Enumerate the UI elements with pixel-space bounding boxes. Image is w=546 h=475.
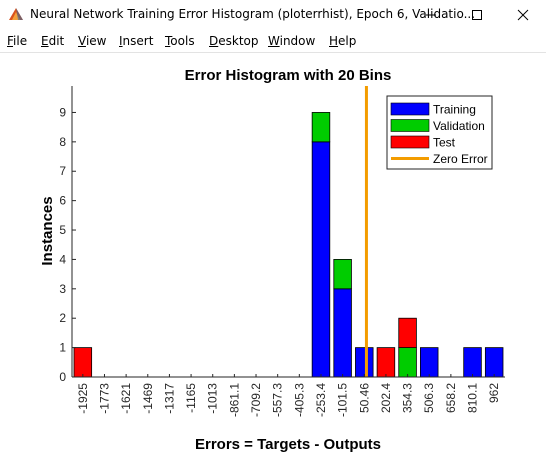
x-tick-label-0: -1925 <box>76 383 90 414</box>
x-tick-label-4: -1317 <box>162 383 176 414</box>
bar-training-19 <box>484 347 504 378</box>
close-icon <box>517 9 529 21</box>
menu-view[interactable]: View <box>78 34 107 48</box>
menu-file[interactable]: File <box>7 34 28 48</box>
x-tick-label-12: -101.5 <box>336 383 350 417</box>
error-histogram-chart: 0 1 2 3 4 5 6 7 8 9 -1925 -1773 -1621 -1469 -1317 -1165… <box>39 67 505 453</box>
x-tick-label-5: -1165 <box>184 383 198 413</box>
x-tick-label-8: -709.2 <box>249 383 263 417</box>
y-tick-label-7: 7 <box>59 164 66 178</box>
y-tick-label-3: 3 <box>59 282 66 296</box>
menu-insert[interactable]: Insert <box>119 34 154 48</box>
x-tick-label-10: -405.3 <box>292 383 306 417</box>
minimize-button[interactable] <box>408 0 454 30</box>
menu-tools[interactable]: Tools <box>165 34 195 48</box>
bar-validation-15 <box>398 347 417 378</box>
bar-validation-12 <box>333 259 352 290</box>
x-tick-label-1: -1773 <box>97 383 111 414</box>
x-tick-label-2: -1621 <box>119 383 133 414</box>
bar-validation-11 <box>311 112 331 143</box>
bar-training-13 <box>355 347 374 378</box>
bar-test-14 <box>376 347 396 378</box>
bar-test-0 <box>73 347 93 378</box>
bar-training-12 <box>333 288 352 378</box>
figure-area: 0 1 2 3 4 5 6 7 8 9 -1925 -1773 -1621 -1469 -1317 -1165… <box>0 53 546 475</box>
x-tick-label-18: 810.1 <box>466 383 480 413</box>
x-tick-label-19: 962 <box>487 383 501 403</box>
y-tick-label-4: 4 <box>59 252 66 266</box>
window-titlebar: Neural Network Training Error Histogram … <box>0 0 546 30</box>
y-tick-label-8: 8 <box>59 135 66 149</box>
close-button[interactable] <box>500 0 546 30</box>
bar-training-16 <box>419 347 439 378</box>
minimize-icon <box>426 14 436 16</box>
x-tick-label-11: -253.4 <box>314 383 328 417</box>
y-tick-label-5: 5 <box>59 223 66 237</box>
menu-desktop[interactable]: Desktop <box>209 34 259 48</box>
menu-bar: File Edit View Insert Tools Desktop Wind… <box>0 30 546 52</box>
chart-title: Error Histogram with 20 Bins <box>185 67 392 84</box>
legend-swatch-test <box>390 135 430 149</box>
y-tick-label-6: 6 <box>59 194 66 208</box>
legend-label-1: Validation <box>433 119 485 133</box>
bar-training-18 <box>463 347 482 378</box>
x-tick-label-9: -557.3 <box>271 383 285 417</box>
y-tick-label-1: 1 <box>59 341 66 355</box>
x-tick-label-13: 50.46 <box>357 383 371 413</box>
legend-swatch-training <box>390 102 430 116</box>
bar-test-15 <box>398 317 417 348</box>
x-tick-label-14: 202.4 <box>379 383 393 413</box>
legend-label-2: Test <box>433 136 456 150</box>
x-tick-label-7: -861.1 <box>227 383 241 417</box>
y-tick-label-0: 0 <box>59 370 66 384</box>
bar-training-11 <box>311 141 331 378</box>
menu-edit[interactable]: Edit <box>41 34 65 48</box>
maximize-button[interactable] <box>454 0 500 30</box>
legend-label-3: Zero Error <box>433 152 488 166</box>
x-tick-label-6: -1013 <box>206 383 220 414</box>
x-tick-label-17: 658.2 <box>444 383 458 413</box>
legend-swatch-validation <box>390 119 430 132</box>
matlab-figure-icon <box>8 6 24 22</box>
x-tick-label-16: 506.3 <box>422 383 436 413</box>
menu-divider <box>0 52 546 53</box>
window-title: Neural Network Training Error Histogram … <box>30 7 476 21</box>
x-tick-label-15: 354.3 <box>401 383 415 413</box>
legend-label-0: Training <box>433 103 476 117</box>
x-tick-label-3: -1469 <box>141 383 155 414</box>
menu-help[interactable]: Help <box>329 34 357 48</box>
x-axis-title: Errors = Targets - Outputs <box>195 436 381 453</box>
y-tick-label-2: 2 <box>59 311 66 325</box>
maximize-icon <box>472 10 482 20</box>
y-axis-title: Instances <box>39 196 56 265</box>
menu-window[interactable]: Window <box>268 34 316 48</box>
y-tick-label-9: 9 <box>59 105 66 119</box>
